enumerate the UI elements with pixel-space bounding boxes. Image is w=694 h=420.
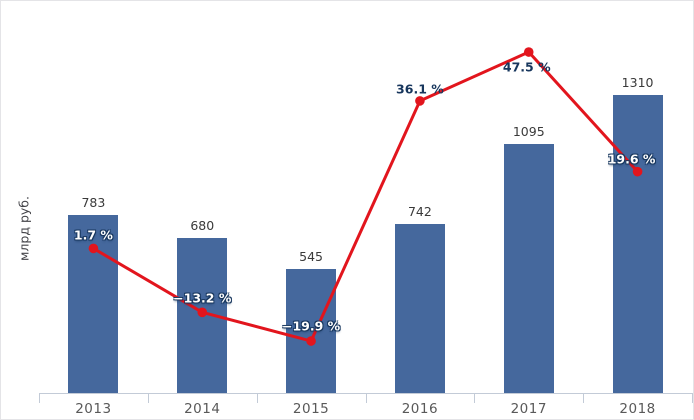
growth-percent-label: 1.7 % [73,227,113,243]
x-axis-tick [692,393,693,403]
x-axis-label: 2014 [184,401,221,417]
growth-line-point [415,96,425,106]
bar-2016 [394,224,445,393]
x-axis-tick [583,393,585,403]
x-axis-tick [147,393,149,403]
x-axis-tick [256,393,258,403]
growth-percent-label: 36.1 % [396,81,444,97]
bar-value-label: 1095 [512,123,545,139]
bar-value-label: 1310 [621,75,654,90]
bar-2017 [503,143,554,393]
x-axis-label: 2016 [401,401,439,417]
growth-percent-label: 47.5 % [502,59,551,75]
growth-line-point [523,47,534,57]
bar-value-label: 742 [407,204,432,220]
x-axis-label: 2017 [510,401,547,417]
x-axis-label: 2018 [619,401,656,417]
y-axis-title: млрд руб. [16,196,32,261]
x-axis-tick [365,393,367,403]
growth-percent-label: 19.6 % [607,151,656,167]
x-axis-label: 2015 [292,401,330,417]
x-axis-tick [39,393,40,403]
bar-value-label: 680 [190,218,215,234]
x-axis-tick [474,393,476,403]
growth-percent-label: −13.2 % [173,290,232,306]
growth-percent-label: −19.9 % [281,318,341,334]
x-axis-label: 2013 [75,401,112,417]
bar-2018 [612,95,663,393]
bar-2014 [177,238,228,393]
bar-value-label: 545 [299,249,323,265]
bar-value-label: 783 [81,194,106,210]
